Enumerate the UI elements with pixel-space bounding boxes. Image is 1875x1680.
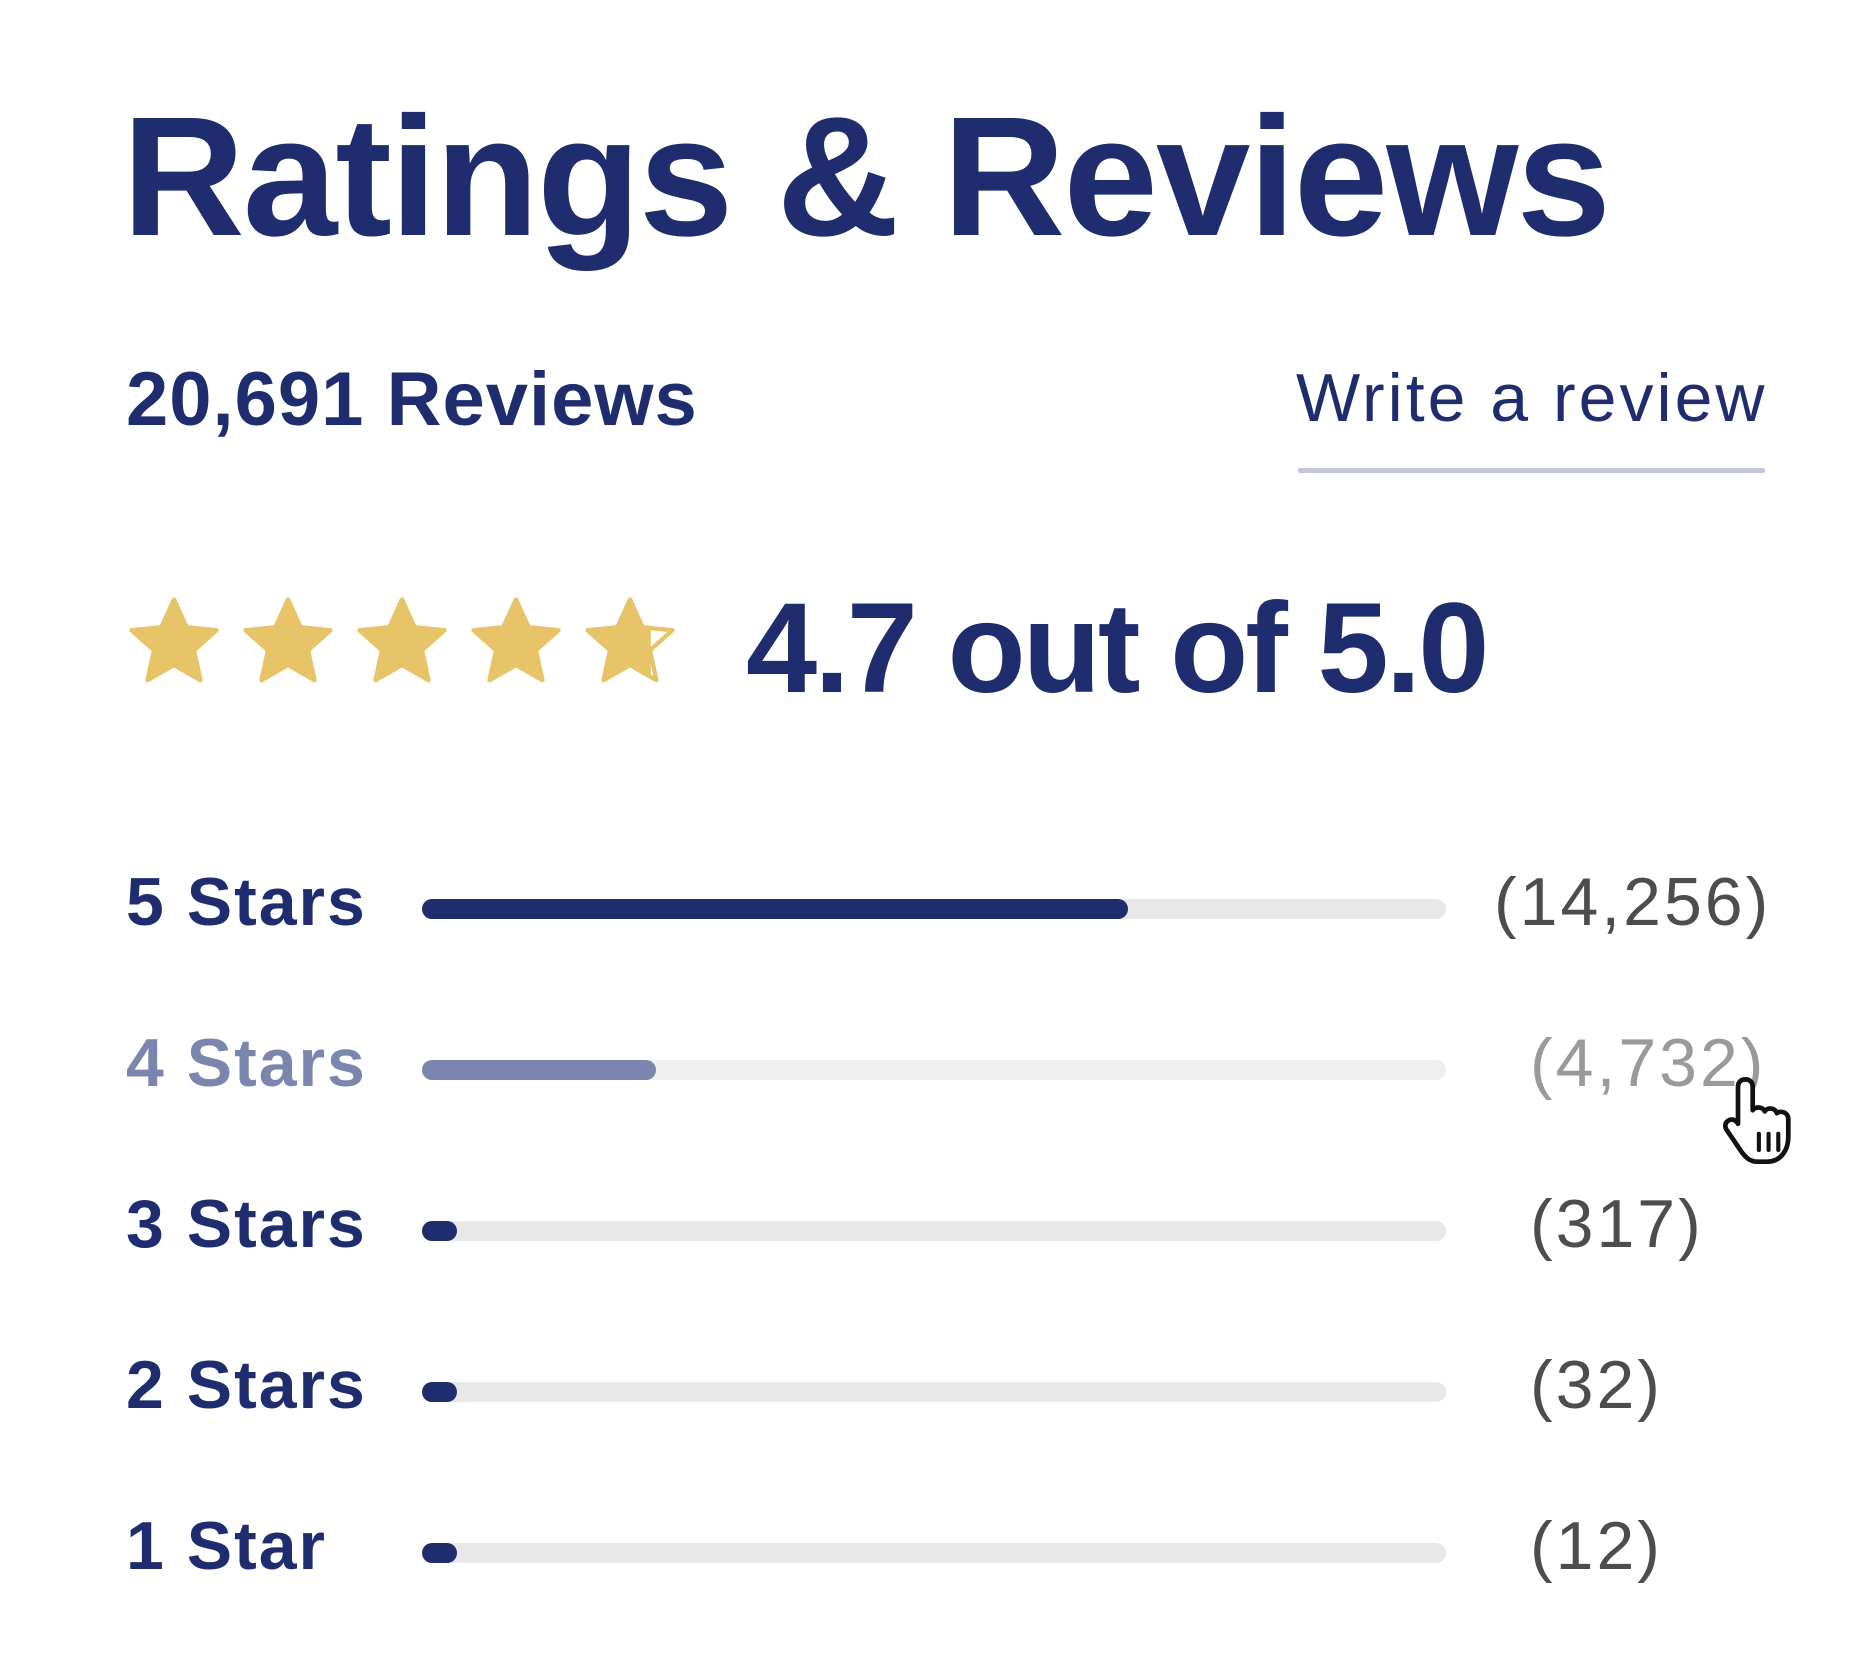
review-count: 20,691 Reviews [126,357,698,442]
hand-pointer-cursor-icon [1722,1077,1791,1165]
rating-bar-track [422,1382,1446,1402]
rating-row-label: 4 Stars [126,1025,367,1101]
rating-bar-track [422,899,1446,919]
rating-row-count: (12) [1530,1508,1663,1584]
rating-row-count: (4,732) [1530,1025,1767,1101]
rating-row-label: 5 Stars [126,864,367,940]
rating-bar-track [422,1221,1446,1241]
rating-row-5-stars[interactable]: 5 Stars (14,256) [0,852,1875,952]
rating-bar-fill [422,1543,457,1563]
rating-row-count: (14,256) [1494,864,1772,940]
page-title: Ratings & Reviews [122,82,1611,272]
rating-row-2-stars[interactable]: 2 Stars (32) [0,1335,1875,1435]
write-review-underline [1298,468,1765,473]
star-icon [243,597,333,683]
rating-bar-fill [422,1221,457,1241]
rating-bar-track [422,1060,1446,1080]
rating-row-label: 3 Stars [126,1186,367,1262]
rating-bar-fill [422,1060,657,1080]
star-half-icon [585,597,675,683]
star-rating [122,590,682,694]
star-icon [471,597,561,683]
write-review-link[interactable]: Write a review [1296,360,1768,436]
rating-bar-fill [422,1382,457,1402]
rating-row-3-stars[interactable]: 3 Stars (317) [0,1174,1875,1274]
rating-row-label: 1 Star [126,1508,327,1584]
rating-row-count: (317) [1530,1186,1704,1262]
rating-row-1-star[interactable]: 1 Star (12) [0,1496,1875,1596]
average-rating: 4.7 out of 5.0 [746,577,1489,720]
rating-bar-fill [422,899,1128,919]
rating-row-4-stars[interactable]: 4 Stars (4,732) [0,1013,1875,1113]
rating-bar-track [422,1543,1446,1563]
star-icon [129,597,219,683]
star-icon [357,597,447,683]
rating-row-count: (32) [1530,1347,1663,1423]
rating-row-label: 2 Stars [126,1347,367,1423]
